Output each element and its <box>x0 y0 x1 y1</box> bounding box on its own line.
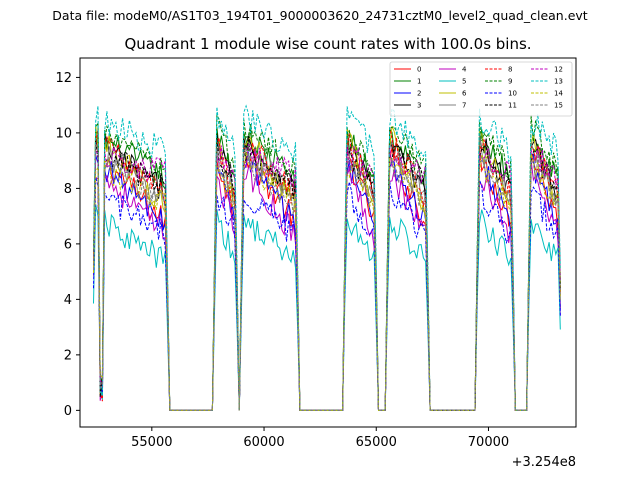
legend-label-5: 5 <box>462 78 466 86</box>
legend-label-11: 11 <box>508 102 517 110</box>
y-tick-label: 6 <box>64 237 72 252</box>
x-tick-label: 70000 <box>468 435 509 450</box>
legend-label-13: 13 <box>554 78 563 86</box>
legend-label-15: 15 <box>554 102 563 110</box>
x-tick-label: 55000 <box>131 435 172 450</box>
legend-label-9: 9 <box>508 78 512 86</box>
x-axis: 55000 60000 65000 70000 <box>131 427 509 450</box>
legend-label-14: 14 <box>554 90 563 98</box>
series-line-15 <box>93 143 561 411</box>
legend-label-7: 7 <box>462 102 466 110</box>
legend-label-0: 0 <box>417 66 421 74</box>
legend-frame <box>389 61 573 117</box>
x-tick-label: 60000 <box>243 435 284 450</box>
y-tick-label: 2 <box>64 348 72 363</box>
legend-label-1: 1 <box>417 78 421 86</box>
plot-area <box>93 104 561 411</box>
legend-label-3: 3 <box>417 102 421 110</box>
legend-label-2: 2 <box>417 90 421 98</box>
legend-label-6: 6 <box>462 90 467 98</box>
series-line-14 <box>93 151 561 411</box>
chart-title: Quadrant 1 module wise count rates with … <box>124 35 531 53</box>
legend-label-4: 4 <box>462 66 467 74</box>
y-axis: 0 2 4 6 8 10 12 <box>55 71 80 419</box>
y-tick-label: 12 <box>55 71 72 86</box>
x-offset-label: +3.254e8 <box>512 455 576 470</box>
y-tick-label: 8 <box>64 182 72 197</box>
y-tick-label: 4 <box>64 293 72 308</box>
legend-label-12: 12 <box>554 66 563 74</box>
y-tick-label: 10 <box>55 126 72 141</box>
legend-label-8: 8 <box>508 66 512 74</box>
legend-label-10: 10 <box>508 90 517 98</box>
x-tick-label: 65000 <box>356 435 397 450</box>
axes-frame <box>79 57 577 428</box>
suptitle: Data file: modeM0/AS1T03_194T01_90000036… <box>52 8 587 23</box>
y-tick-label: 0 <box>64 404 72 419</box>
